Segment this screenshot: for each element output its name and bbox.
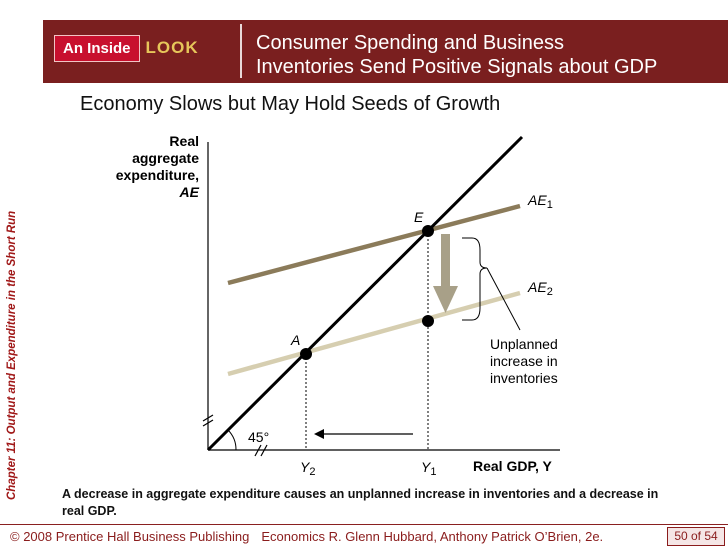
angle-arc [227, 429, 237, 451]
y1-tick-label: Y1 [421, 459, 436, 478]
point-e-label: E [414, 209, 424, 225]
slide-title: Consumer Spending and Business Inventori… [256, 31, 716, 79]
y-axis-label-line-4: AE [179, 184, 200, 200]
ae2-label-sub: 2 [547, 286, 553, 298]
y-axis-label-line-1: Real [169, 133, 199, 149]
diagram-subtitle: Economy Slows but May Hold Seeds of Grow… [80, 93, 501, 115]
ae1-label-sub: 1 [547, 199, 553, 211]
y2-tick-label: Y2 [300, 459, 315, 478]
inside-look-tag: An Inside LOOK [54, 34, 199, 62]
tag-inside-label: An Inside [54, 34, 140, 62]
slide-title-line-1: Consumer Spending and Business [256, 32, 564, 54]
shift-down-arrow [433, 234, 458, 313]
ae1-label: AE1 [527, 192, 553, 211]
title-divider [240, 24, 242, 78]
annotation-line-3: inventories [490, 370, 558, 386]
point-a-label: A [290, 332, 300, 348]
point-inventory [422, 315, 434, 327]
ae2-label-main: AE [527, 279, 547, 295]
inventory-annotation: Unplanned increase in inventories [490, 336, 558, 386]
ae2-label: AE2 [527, 279, 553, 298]
y2-tick-sub: 2 [309, 466, 315, 478]
angle-label: 45° [248, 429, 269, 445]
gdp-decrease-arrow [314, 429, 413, 439]
page-number: 50 of 54 [667, 527, 725, 546]
slide-title-line-2: Inventories Send Positive Signals about … [256, 56, 658, 78]
header-bar [43, 20, 728, 83]
y2-tick-main: Y [300, 459, 311, 475]
footer: © 2008 Prentice Hall Business Publishing… [10, 529, 603, 544]
y-axis-label-line-2: aggregate [132, 150, 199, 166]
ae2-line [227, 290, 521, 377]
annotation-line-2: increase in [490, 353, 558, 369]
annotation-line-1: Unplanned [490, 336, 558, 352]
footer-copyright: © 2008 Prentice Hall Business Publishing [10, 529, 250, 544]
y-axis-label: Real aggregate expenditure, AE [116, 133, 200, 200]
y1-tick-main: Y [421, 459, 432, 475]
x-axis-label: Real GDP, Y [473, 458, 553, 474]
tag-look-label: LOOK [145, 38, 199, 57]
annotation-leader [486, 267, 521, 331]
y-axis-break [202, 414, 214, 427]
y1-tick-sub: 1 [430, 466, 436, 478]
figure-caption: A decrease in aggregate expenditure caus… [62, 487, 659, 518]
x-axis-break [254, 444, 268, 457]
ae1-line [227, 203, 521, 286]
y-axis-label-line-3: expenditure, [116, 167, 199, 183]
footer-book: Economics R. Glenn Hubbard, Anthony Patr… [261, 529, 604, 544]
point-a [300, 348, 312, 360]
ae1-label-main: AE [527, 192, 547, 208]
footer-divider [0, 524, 728, 525]
line-45-degree [206, 135, 524, 452]
point-e [422, 225, 434, 237]
